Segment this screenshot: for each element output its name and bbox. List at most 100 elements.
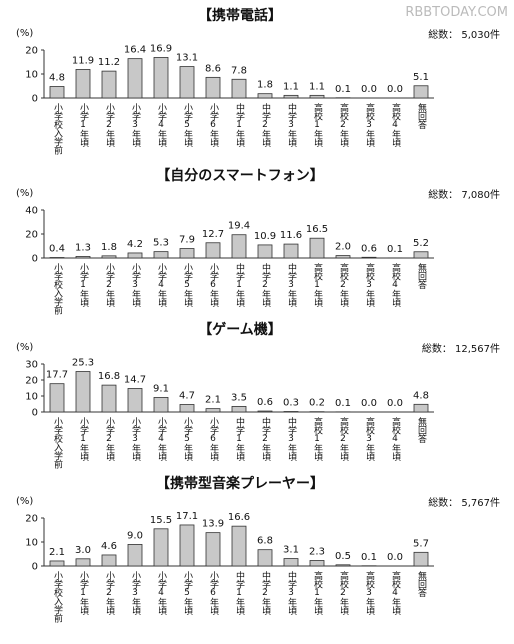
value-label: 1.8 xyxy=(101,242,117,253)
bar xyxy=(362,257,376,258)
y-tick-label: 10 xyxy=(25,538,38,549)
value-label: 5.1 xyxy=(413,72,429,83)
y-tick-label: 40 xyxy=(25,206,38,217)
x-tick-label: 小学3年頃 xyxy=(130,103,141,148)
bar xyxy=(284,95,298,98)
x-tick-label: 小学6年頃 xyxy=(208,103,219,148)
value-label: 7.8 xyxy=(231,65,247,76)
x-tick-label: 高校3年頃 xyxy=(364,262,375,308)
value-label: 0.3 xyxy=(283,398,299,409)
bar xyxy=(102,555,116,566)
bar xyxy=(180,404,194,412)
y-tick-label: 0 xyxy=(32,94,38,105)
bar xyxy=(206,243,220,258)
value-label: 0.4 xyxy=(49,244,65,255)
x-tick-label: 小学校入学前 xyxy=(52,417,63,470)
total-label: 総数： 12,567件 xyxy=(422,342,500,355)
x-tick-label: 高校4年頃 xyxy=(390,102,401,148)
value-label: 11.6 xyxy=(280,230,302,241)
x-tick-label: 小学2年頃 xyxy=(104,263,115,308)
chart-title: 【携帯型音楽プレーヤー】 xyxy=(156,475,324,492)
bar xyxy=(310,238,324,258)
value-label: 10.9 xyxy=(254,231,276,242)
value-label: 7.9 xyxy=(179,235,195,246)
x-tick-label: 無回答 xyxy=(416,102,427,130)
bar xyxy=(232,235,246,258)
value-label: 1.3 xyxy=(75,242,91,253)
y-tick-label: 0 xyxy=(32,408,38,419)
x-tick-label: 小学3年頃 xyxy=(130,571,141,616)
value-label: 4.8 xyxy=(413,390,429,401)
bar xyxy=(76,256,90,258)
x-tick-label: 高校2年頃 xyxy=(338,262,349,308)
value-label: 17.1 xyxy=(176,511,198,522)
value-label: 0.6 xyxy=(361,243,377,254)
x-tick-label: 小学6年頃 xyxy=(208,263,219,308)
x-tick-label: 中学1年頃 xyxy=(234,262,245,308)
bar xyxy=(50,384,64,412)
bar xyxy=(232,406,246,412)
bar xyxy=(102,71,116,98)
y-tick-label: 20 xyxy=(25,230,38,241)
y-axis-label: (%) xyxy=(16,188,33,199)
value-label: 8.6 xyxy=(205,63,221,74)
x-tick-label: 高校1年頃 xyxy=(312,416,323,462)
x-tick-label: 小学5年頃 xyxy=(182,417,193,462)
value-label: 2.3 xyxy=(309,546,325,557)
value-label: 16.8 xyxy=(98,371,120,382)
x-tick-label: 小学校入学前 xyxy=(52,571,63,624)
value-label: 0.2 xyxy=(309,398,325,409)
x-tick-label: 小学2年頃 xyxy=(104,417,115,462)
x-tick-label: 小学1年頃 xyxy=(78,103,89,148)
bar xyxy=(154,397,168,412)
bar xyxy=(336,565,350,566)
bar xyxy=(50,561,64,566)
x-tick-label: 小学校入学前 xyxy=(52,263,63,316)
x-tick-label: 無回答 xyxy=(416,262,427,290)
value-label: 0.1 xyxy=(387,244,403,255)
value-label: 3.0 xyxy=(75,545,91,556)
y-tick-label: 10 xyxy=(25,392,38,403)
bar xyxy=(284,559,298,566)
value-label: 9.0 xyxy=(127,530,143,541)
bar xyxy=(76,372,90,412)
bar xyxy=(154,529,168,566)
value-label: 0.0 xyxy=(387,398,403,409)
value-label: 13.1 xyxy=(176,53,198,64)
x-tick-label: 中学3年頃 xyxy=(286,570,297,616)
x-tick-label: 高校2年頃 xyxy=(338,570,349,616)
x-tick-label: 高校4年頃 xyxy=(390,416,401,462)
x-tick-label: 小学2年頃 xyxy=(104,571,115,616)
value-label: 5.2 xyxy=(413,238,429,249)
x-tick-label: 小学3年頃 xyxy=(130,417,141,462)
x-tick-label: 高校2年頃 xyxy=(338,102,349,148)
value-label: 5.7 xyxy=(413,538,429,549)
bar xyxy=(50,86,64,98)
value-label: 16.6 xyxy=(228,512,250,523)
x-tick-label: 中学1年頃 xyxy=(234,570,245,616)
x-tick-label: 小学1年頃 xyxy=(78,263,89,308)
x-tick-label: 高校3年頃 xyxy=(364,416,375,462)
x-tick-label: 小学校入学前 xyxy=(52,103,63,156)
bar xyxy=(310,95,324,98)
y-tick-label: 0 xyxy=(32,254,38,265)
y-tick-label: 0 xyxy=(32,562,38,573)
value-label: 11.9 xyxy=(72,55,94,66)
value-label: 0.1 xyxy=(335,84,351,95)
value-label: 2.1 xyxy=(205,395,221,406)
bar xyxy=(414,86,428,98)
value-label: 4.6 xyxy=(101,541,117,552)
x-tick-label: 小学6年頃 xyxy=(208,571,219,616)
value-label: 5.3 xyxy=(153,238,169,249)
chart-title: 【ゲーム機】 xyxy=(198,321,282,338)
bar xyxy=(180,249,194,258)
x-tick-label: 高校3年頃 xyxy=(364,570,375,616)
value-label: 25.3 xyxy=(72,358,94,369)
value-label: 6.8 xyxy=(257,536,273,547)
y-tick-label: 20 xyxy=(25,376,38,387)
value-label: 0.0 xyxy=(361,84,377,95)
bar xyxy=(336,256,350,258)
value-label: 0.0 xyxy=(387,552,403,563)
x-tick-label: 小学6年頃 xyxy=(208,417,219,462)
chart-title: 【自分のスマートフォン】 xyxy=(156,167,324,184)
